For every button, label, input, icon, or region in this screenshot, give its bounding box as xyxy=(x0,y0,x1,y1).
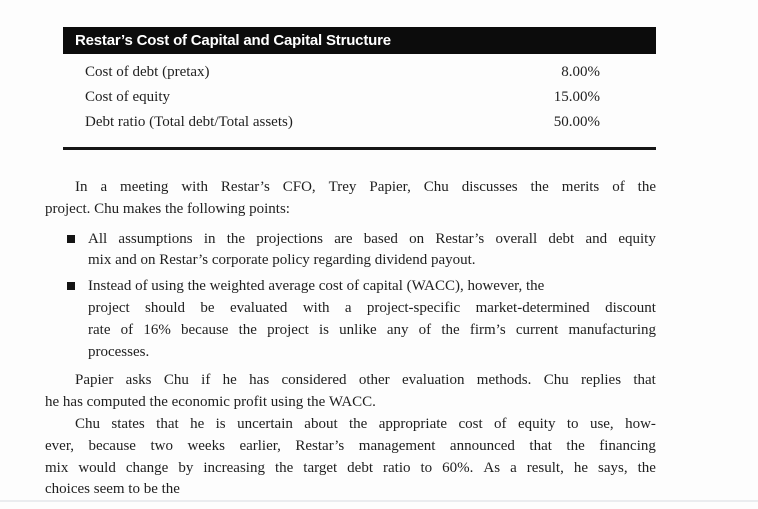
paragraph: Papier asks Chu if he has considered other evalu… xyxy=(45,370,656,414)
row-value: 8.00% xyxy=(561,64,600,80)
row-value: 15.00% xyxy=(553,89,600,105)
page-edge-artifact xyxy=(0,500,758,502)
paragraph: In a meeting with Restar’s CFO, Trey Papier, Chu… xyxy=(45,177,656,221)
table-row: Debt ratio (Total debt/Total assets) 50.0… xyxy=(63,110,656,135)
body-text: In a meeting with Restar’s CFO, Trey Papier, Chu… xyxy=(45,177,656,501)
row-value: 50.00% xyxy=(553,114,600,130)
bullet-item: All assumptions in the projections are based on… xyxy=(45,229,656,273)
row-label: Cost of equity xyxy=(85,89,170,105)
text-line: ever, because two weeks earlier, Restar’s mana… xyxy=(45,437,656,454)
text-line: mix would change by increasing the target debt r… xyxy=(45,459,656,476)
text-line: processes. xyxy=(88,343,150,360)
text-line: mix and on Restar’s corporate policy reg… xyxy=(88,252,476,269)
exhibit-bottom-rule xyxy=(63,147,656,150)
bullet-item: Instead of using the weighted average co… xyxy=(45,276,656,363)
text-line: Chu states that he is uncertain about the approp… xyxy=(75,415,656,432)
table-row: Cost of debt (pretax) 8.00% xyxy=(63,60,656,85)
exhibit-title: Restar’s Cost of Capital and Capital Str… xyxy=(75,32,391,49)
text-line: project should be evaluated with a project-spe… xyxy=(88,299,656,316)
bullet-square-icon xyxy=(67,282,75,291)
text-line: project. Chu makes the following points: xyxy=(45,200,290,217)
text-line: Papier asks Chu if he has considered other evalu… xyxy=(75,372,656,389)
text-line: he has computed the economic profit usin… xyxy=(45,394,376,411)
paragraph: Chu states that he is uncertain about the approp… xyxy=(45,414,656,501)
text-line: choices seem to be the xyxy=(45,481,180,498)
text-line: Instead of using the weighted average co… xyxy=(88,278,545,295)
text-line: rate of 16% because the project is unlike any of t… xyxy=(88,321,656,338)
table-row: Cost of equity 15.00% xyxy=(63,85,656,110)
text-line: In a meeting with Restar’s CFO, Trey Papier, Chu… xyxy=(75,179,656,195)
row-label: Debt ratio (Total debt/Total assets) xyxy=(85,114,293,130)
exhibit-table: Restar’s Cost of Capital and Capital Str… xyxy=(63,27,656,150)
exhibit-rows: Cost of debt (pretax) 8.00% Cost of equity… xyxy=(63,60,656,135)
bullet-square-icon xyxy=(67,234,75,243)
text-line: All assumptions in the projections are based on… xyxy=(88,230,656,247)
exhibit-title-bar: Restar’s Cost of Capital and Capital Str… xyxy=(63,27,656,54)
row-label: Cost of debt (pretax) xyxy=(85,64,210,80)
